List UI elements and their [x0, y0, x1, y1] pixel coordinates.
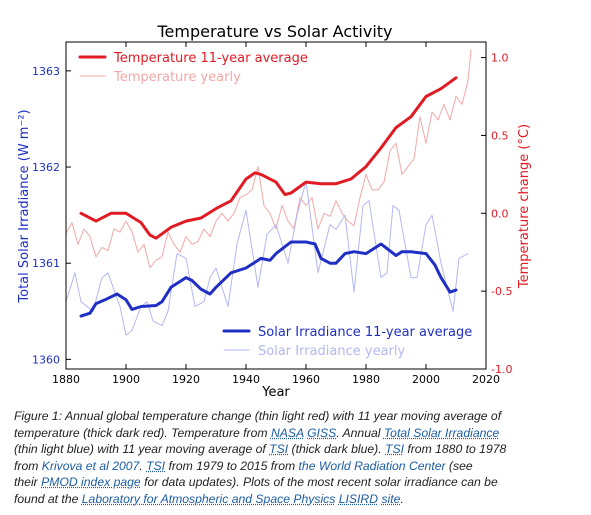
- caption-text: .: [400, 491, 404, 506]
- chart-title: Temperature vs Solar Activity: [156, 22, 392, 41]
- link-tsi[interactable]: TSI: [385, 442, 404, 457]
- x-tick-label: 1880: [52, 373, 80, 386]
- x-tick-label: 1920: [172, 373, 200, 386]
- series-line-temperature-11-year-average: [79, 76, 458, 240]
- caption-text: .: [139, 458, 147, 473]
- caption-text: (thick dark blue).: [288, 442, 385, 457]
- caption-text: for data updates). Plots of the most rec…: [140, 475, 498, 490]
- y-right-tick-label: -0.5: [491, 285, 512, 298]
- x-tick-label: 1960: [292, 373, 320, 386]
- y-right-tick-label: 0.5: [491, 129, 509, 142]
- legend-label: Solar Irradiance 11-year average: [258, 325, 472, 340]
- plot-frame: [65, 41, 487, 370]
- caption-text: found at the: [14, 491, 82, 506]
- link-world-radiation-center[interactable]: the World Radiation Center: [298, 458, 446, 473]
- y-left-tick-label: 1360: [32, 353, 60, 366]
- series-line-solar-irradiance-yearly: [66, 181, 469, 336]
- link-site[interactable]: site: [381, 491, 401, 506]
- link-lisird[interactable]: LISIRD: [338, 491, 379, 506]
- link-nasa[interactable]: NASA: [270, 425, 304, 440]
- figure-caption: Figure 1: Annual global temperature chan…: [14, 408, 580, 508]
- x-tick-label: 1900: [112, 373, 140, 386]
- legend-label: Solar Irradiance yearly: [258, 344, 405, 359]
- x-tick-label: 1940: [232, 373, 260, 386]
- y-axis-right-label: Temperature change (°C): [517, 124, 532, 289]
- y-left-tick-label: 1362: [32, 161, 60, 174]
- y-axis-left-label: Total Solar Irradiance (W m⁻²): [17, 109, 32, 303]
- link-total-solar-irradiance[interactable]: Total Solar Irradiance: [383, 425, 500, 440]
- caption-text: from 1979 to 2015 from: [165, 458, 299, 473]
- temperature-solar-chart: Temperature vs Solar Activity 1880 1900 19…: [17, 22, 532, 400]
- link-tsi[interactable]: TSI: [146, 458, 166, 473]
- legend-label: Temperature yearly: [113, 70, 241, 85]
- x-tick-label: 2000: [412, 373, 440, 386]
- caption-text: from: [14, 458, 42, 473]
- caption-text: from 1880 to 1978: [403, 442, 507, 457]
- legend-solar: Solar Irradiance 11-year average Solar Ir…: [222, 325, 472, 359]
- y-right-tick-label: 1.0: [491, 52, 509, 65]
- legend-temperature: Temperature 11-year average Temperature y…: [78, 51, 308, 85]
- y-left-tick-label: 1361: [32, 257, 60, 270]
- link-lasp[interactable]: Laboratory for Atmospheric and Space Phy…: [81, 491, 336, 506]
- caption-text: (see: [445, 458, 473, 473]
- link-tsi[interactable]: TSI: [269, 442, 289, 457]
- y-left-tick-label: 1363: [32, 65, 60, 78]
- caption-text: temperature (thick dark red). Temperatur…: [14, 425, 271, 440]
- legend-label: Temperature 11-year average: [113, 51, 308, 66]
- series-line-solar-irradiance-11-year-average: [79, 240, 458, 318]
- x-axis-label: Year: [261, 385, 290, 400]
- y-right-tick-label: -1.0: [491, 363, 512, 376]
- link-giss[interactable]: GISS: [307, 425, 337, 440]
- x-tick-label: 2020: [472, 373, 500, 386]
- link-krivova[interactable]: Krivova et al 2007: [41, 458, 140, 473]
- series-line-temperature-yearly: [66, 49, 472, 269]
- y-right-tick-label: 0.0: [491, 207, 509, 220]
- link-pmod-index[interactable]: PMOD index page: [41, 475, 141, 490]
- caption-text: (thin light blue) with 11 year moving av…: [14, 442, 270, 457]
- x-tick-label: 1980: [352, 373, 380, 386]
- caption-text: . Annual: [336, 425, 384, 440]
- caption-text: Figure 1: Annual global temperature chan…: [14, 409, 502, 423]
- caption-text: their: [14, 475, 42, 490]
